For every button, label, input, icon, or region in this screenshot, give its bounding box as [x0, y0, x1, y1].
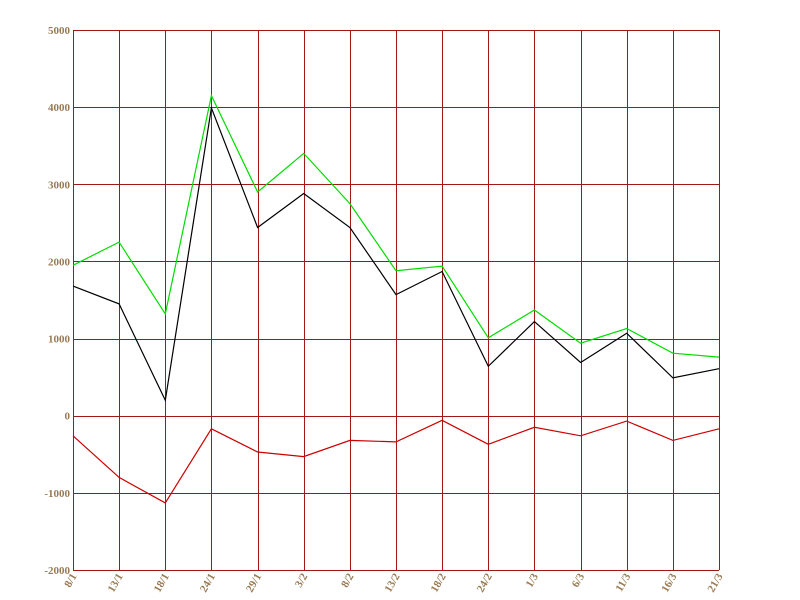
- x-tick-label: 24/1: [198, 572, 218, 595]
- x-tick-label: 16/3: [659, 571, 679, 594]
- y-tick-label: 5000: [48, 25, 71, 37]
- series-line-1: [72, 105, 720, 403]
- series-line-0: [72, 93, 720, 358]
- x-tick-label: 3/2: [293, 571, 311, 590]
- x-tick-label: 1/3: [524, 571, 542, 590]
- x-tick-label: 24/2: [475, 571, 495, 594]
- y-tick-label: 1000: [48, 334, 71, 346]
- x-tick-label: 13/1: [106, 572, 126, 595]
- series-line-2: [72, 419, 720, 504]
- series-layer: [72, 93, 720, 504]
- x-tick-label: 13/2: [382, 571, 402, 594]
- y-tick-label: 0: [65, 411, 71, 423]
- x-tick-label: 11/3: [613, 571, 633, 594]
- x-tick-label: 29/1: [244, 572, 264, 595]
- x-tick-label: 18/1: [152, 572, 172, 595]
- x-axis-tick-labels: 8/1 13/1 18/1 24/1 29/1 3/2 8/2 13/2 18/2 24/2 1/3…: [62, 571, 726, 594]
- x-tick-label: 18/2: [429, 571, 449, 594]
- y-tick-label: 3000: [48, 179, 71, 191]
- y-tick-label: 4000: [48, 102, 71, 114]
- x-tick-label: 6/3: [570, 571, 588, 590]
- y-axis-tick-labels: 5000 4000 3000 2000 1000 0 -1000 -2000: [44, 25, 70, 577]
- vertical-gridlines: [73, 30, 720, 570]
- y-tick-label: 2000: [48, 256, 71, 268]
- x-tick-label: 8/2: [339, 571, 357, 590]
- y-tick-label: -1000: [44, 488, 70, 500]
- y-tick-label: -2000: [44, 565, 70, 577]
- x-tick-label: 21/3: [705, 571, 725, 594]
